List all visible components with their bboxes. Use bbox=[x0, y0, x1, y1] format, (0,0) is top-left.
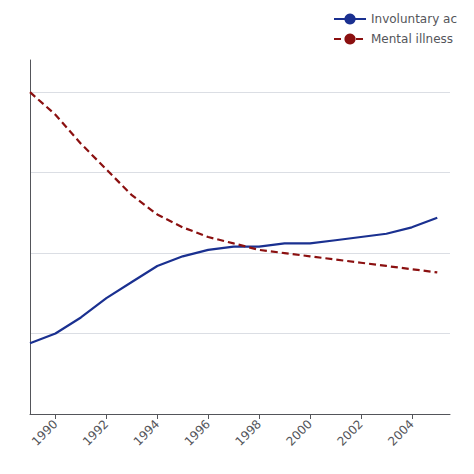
svg-text:1994: 1994 bbox=[131, 417, 162, 448]
svg-text:1996: 1996 bbox=[182, 417, 213, 448]
svg-text:1992: 1992 bbox=[80, 417, 111, 448]
svg-text:Mental illness: Mental illness bbox=[371, 32, 453, 46]
svg-text:2002: 2002 bbox=[334, 417, 365, 448]
svg-text:1990: 1990 bbox=[29, 417, 60, 448]
svg-text:1998: 1998 bbox=[233, 417, 264, 448]
svg-text:Involuntary ac: Involuntary ac bbox=[371, 12, 457, 26]
svg-text:2000: 2000 bbox=[283, 417, 314, 448]
svg-text:2004: 2004 bbox=[385, 417, 416, 448]
